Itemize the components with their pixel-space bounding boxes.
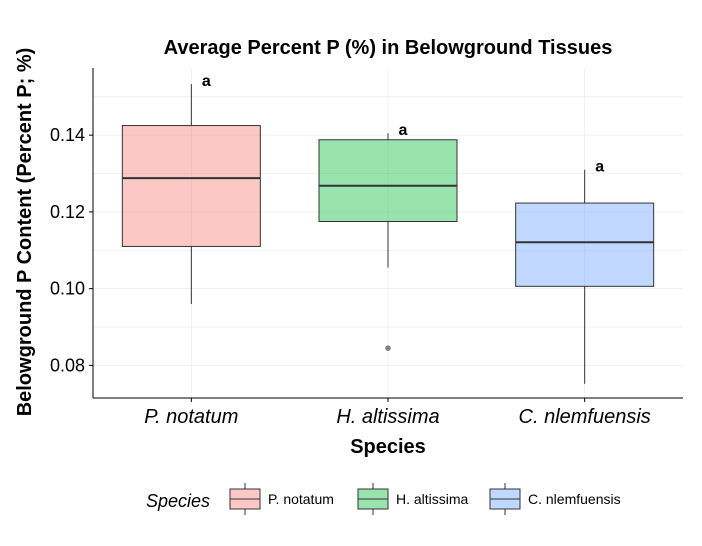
iqr-box — [515, 202, 655, 287]
significance-label: a — [399, 122, 408, 139]
boxes: a a a — [121, 73, 655, 384]
significance-label: a — [202, 73, 211, 90]
legend-label: H. altissima — [396, 491, 469, 507]
legend-item-2: C. nlemfuensis — [489, 483, 621, 515]
box-1: a — [318, 122, 458, 351]
chart-title: Average Percent P (%) in Belowground Tis… — [164, 37, 613, 59]
y-tick-label: 0.10 — [50, 279, 85, 299]
significance-label: a — [595, 159, 604, 176]
y-tick-label: 0.12 — [50, 202, 85, 222]
legend-item-0: P. notatum — [229, 483, 334, 515]
iqr-box — [318, 139, 458, 222]
legend-label: C. nlemfuensis — [528, 491, 621, 507]
axes: 0.08 0.10 0.12 0.14 P. notatum H. altissima C.… — [50, 68, 683, 428]
box-2: a — [515, 159, 655, 384]
x-tick-label: C. nlemfuensis — [519, 406, 651, 428]
box-0: a — [121, 73, 261, 304]
y-tick-label: 0.08 — [50, 355, 85, 375]
iqr-box — [121, 125, 261, 247]
x-axis-title: Species — [350, 436, 426, 458]
y-tick-label: 0.14 — [50, 125, 85, 145]
legend-item-1: H. altissima — [357, 483, 469, 515]
legend-label: P. notatum — [268, 491, 334, 507]
legend: Species P. notatum H. altissima C. nlemfue… — [146, 483, 621, 515]
x-tick-label: P. notatum — [144, 406, 238, 428]
legend-title: Species — [146, 491, 210, 511]
y-axis-title: Belowground P Content (Percent P; %) — [14, 48, 36, 417]
outlier-point — [385, 345, 391, 351]
x-tick-label: H. altissima — [336, 406, 439, 428]
